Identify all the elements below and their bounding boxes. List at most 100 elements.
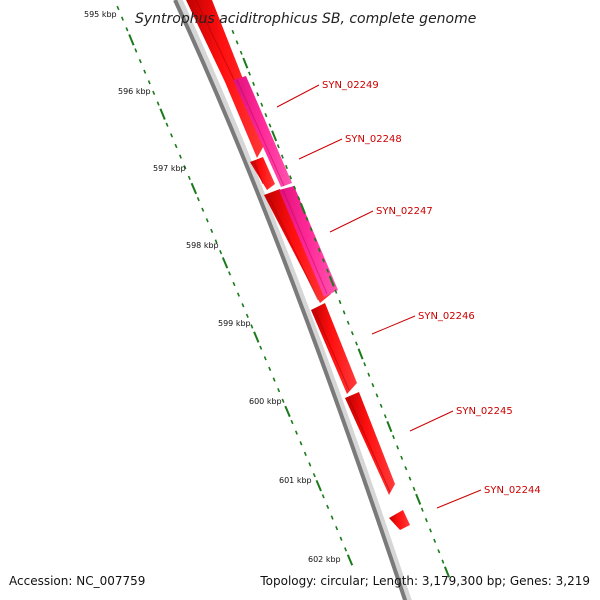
- minor-tick: [245, 313, 249, 319]
- minor-tick: [303, 451, 307, 457]
- gene-label-syn_02244[interactable]: SYN_02244: [484, 485, 541, 496]
- minor-tick: [355, 341, 358, 346]
- minor-tick: [408, 476, 412, 481]
- minor-tick: [260, 102, 264, 107]
- minor-tick: [134, 48, 138, 53]
- minor-tick: [236, 292, 240, 297]
- minor-tick: [412, 486, 416, 491]
- tick-label: 599 kbp: [218, 319, 251, 328]
- gene-label-syn_02248[interactable]: SYN_02248: [345, 134, 402, 145]
- minor-tick: [280, 154, 284, 159]
- gene-label-syn_02247[interactable]: SYN_02247: [376, 206, 433, 217]
- minor-tick: [321, 494, 325, 499]
- major-tick: [253, 331, 260, 343]
- minor-tick: [433, 538, 437, 543]
- gene-leader-lines: [276, 84, 482, 509]
- cds-feature[interactable]: [311, 303, 357, 394]
- minor-tick: [241, 303, 245, 308]
- major-tick: [190, 182, 198, 195]
- gene-labels: SYN_02249 SYN_02248 SYN_02247 SYN_02246 SYN_…: [322, 80, 541, 496]
- reverse-strand-cds: [186, 0, 410, 530]
- minor-tick: [293, 185, 297, 190]
- minor-tick: [375, 393, 379, 398]
- major-tick: [284, 405, 291, 418]
- minor-tick: [178, 154, 182, 159]
- minor-tick: [344, 547, 348, 552]
- minor-tick: [285, 164, 288, 170]
- gene-label-syn_02246[interactable]: SYN_02246: [418, 311, 475, 322]
- minor-tick: [429, 528, 432, 533]
- minor-tick: [309, 227, 313, 232]
- major-tick: [443, 566, 451, 578]
- major-tick: [221, 257, 229, 269]
- tick-marks: [116, 5, 451, 578]
- minor-tick: [437, 549, 441, 554]
- minor-tick: [396, 445, 400, 450]
- minor-tick: [268, 123, 272, 128]
- major-tick: [315, 480, 322, 492]
- minor-tick: [379, 403, 383, 408]
- gene-leader-line: [298, 138, 343, 160]
- gene-leader-line: [436, 489, 482, 509]
- minor-tick: [276, 144, 280, 149]
- minor-tick: [290, 419, 294, 425]
- minor-tick: [187, 175, 191, 181]
- minor-tick: [338, 299, 342, 305]
- minor-tick: [214, 239, 218, 244]
- minor-tick: [259, 345, 263, 350]
- minor-tick: [322, 258, 325, 263]
- minor-tick: [342, 310, 346, 315]
- minor-tick: [205, 218, 209, 223]
- tick-label: 596 kbp: [118, 87, 151, 96]
- cds-feature[interactable]: [250, 157, 275, 190]
- minor-tick: [263, 356, 267, 361]
- minor-tick: [250, 324, 254, 329]
- major-tick: [128, 34, 135, 46]
- minor-tick: [330, 515, 334, 520]
- minor-tick: [312, 472, 316, 478]
- major-tick: [328, 275, 335, 287]
- minor-tick: [400, 455, 404, 460]
- gene-leader-line: [329, 210, 374, 233]
- minor-tick: [231, 29, 235, 35]
- minor-tick: [317, 248, 321, 253]
- cds-feature[interactable]: [279, 186, 338, 297]
- minor-tick: [299, 441, 303, 446]
- minor-tick: [120, 16, 124, 21]
- minor-tick: [308, 462, 312, 467]
- minor-tick: [371, 383, 375, 388]
- minor-tick: [326, 504, 330, 510]
- minor-tick: [196, 196, 200, 202]
- tick-label: 595 kbp: [84, 10, 117, 19]
- tick-labels: 595 kbp 596 kbp 597 kbp 598 kbp 599 kbp 600 k…: [84, 10, 341, 564]
- major-tick: [242, 57, 249, 69]
- tick-label: 600 kbp: [249, 397, 282, 406]
- minor-tick: [404, 466, 408, 471]
- gene-label-syn_02245[interactable]: SYN_02245: [456, 406, 513, 417]
- minor-tick: [210, 228, 214, 234]
- minor-tick: [339, 536, 343, 541]
- minor-tick: [277, 387, 281, 393]
- cds-feature[interactable]: [389, 510, 410, 530]
- minor-tick: [143, 69, 147, 74]
- minor-tick: [256, 92, 260, 97]
- cds-feature[interactable]: [233, 76, 292, 187]
- minor-tick: [252, 81, 256, 86]
- minor-tick: [272, 377, 276, 382]
- minor-tick: [424, 518, 428, 523]
- tick-label: 601 kbp: [279, 476, 312, 485]
- major-tick: [346, 554, 354, 566]
- cds-feature[interactable]: [186, 0, 267, 158]
- minor-tick: [239, 50, 243, 55]
- major-tick: [415, 493, 422, 505]
- tick-label: 597 kbp: [153, 164, 186, 173]
- minor-tick: [268, 366, 272, 372]
- cds-feature[interactable]: [264, 189, 331, 303]
- gene-leader-line: [371, 315, 416, 335]
- minor-tick: [297, 196, 301, 201]
- gene-label-syn_02249[interactable]: SYN_02249: [322, 80, 379, 91]
- minor-tick: [289, 175, 293, 180]
- minor-tick: [305, 216, 309, 221]
- minor-tick: [147, 80, 151, 85]
